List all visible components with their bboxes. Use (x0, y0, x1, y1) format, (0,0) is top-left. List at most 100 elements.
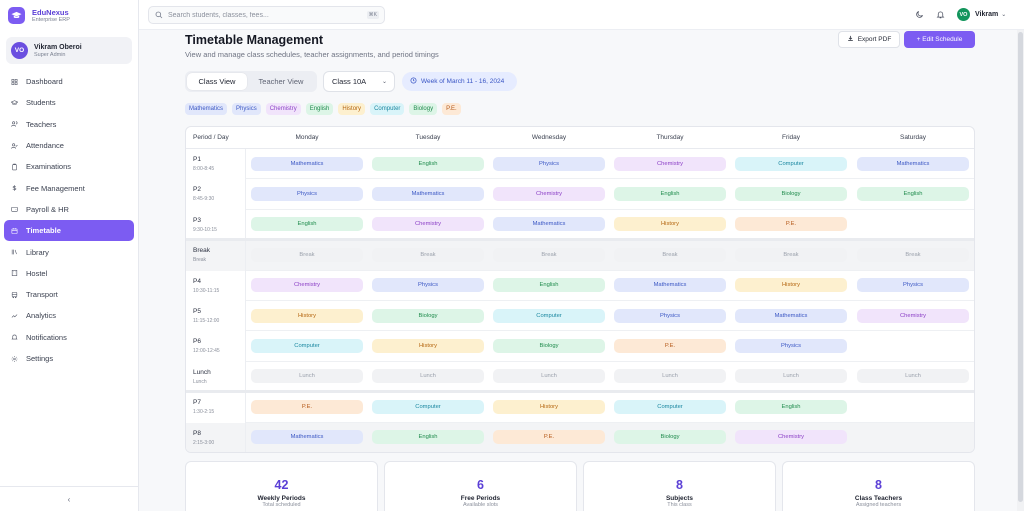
period-time: 1:30-2:15 (193, 409, 215, 416)
period-name: P4 (193, 277, 201, 285)
period-name: P3 (193, 216, 201, 224)
schedule-cell-biology[interactable]: Biology (372, 308, 484, 323)
moon-icon[interactable] (915, 10, 924, 19)
sidebar-item-library[interactable]: Library (4, 241, 134, 262)
tab-teacher-view[interactable]: Teacher View (258, 77, 304, 86)
sidebar-item-label: Settings (26, 354, 54, 363)
schedule-cell-english[interactable]: English (493, 278, 605, 293)
schedule-cell-chemistry[interactable]: Chemistry (735, 430, 847, 445)
schedule-cell-mathematics[interactable]: Mathematics (493, 217, 605, 232)
sidebar-item-timetable[interactable]: Timetable (4, 220, 134, 242)
stat-value: 42 (274, 478, 289, 492)
schedule-cell-computer[interactable]: Computer (735, 156, 847, 171)
search-input[interactable] (168, 11, 358, 19)
schedule-cell-computer[interactable]: Computer (493, 308, 605, 323)
schedule-cell-biology[interactable]: Biology (735, 186, 847, 201)
schedule-cell-history[interactable]: History (735, 278, 847, 293)
schedule-cell-english[interactable]: English (251, 217, 363, 232)
schedule-cell-biology[interactable]: Biology (614, 430, 726, 445)
period-time: 10:30-11:15 (193, 287, 220, 294)
schedule-cell-english[interactable]: English (372, 156, 484, 171)
view-toggle: Class View Teacher View (185, 71, 317, 92)
export-pdf-button[interactable]: Export PDF (838, 31, 900, 48)
stat-value: 8 (676, 478, 683, 492)
stat-subtext: This class (667, 502, 692, 508)
sidebar-item-fee-management[interactable]: Fee Management (4, 177, 134, 198)
sidebar-item-students[interactable]: Students (4, 92, 134, 113)
day-header-thursday: Thursday (656, 134, 684, 141)
schedule-cell-biology[interactable]: Biology (493, 338, 605, 353)
search-icon (155, 6, 163, 24)
schedule-cell-mathematics[interactable]: Mathematics (614, 278, 726, 293)
stat-subtext: Total scheduled (262, 502, 301, 508)
schedule-cell-english[interactable]: English (614, 186, 726, 201)
schedule-cell-history[interactable]: History (372, 338, 484, 353)
schedule-cell-history[interactable]: History (493, 399, 605, 414)
schedule-cell-computer[interactable]: Computer (251, 338, 363, 353)
scrollbar-thumb[interactable] (1018, 32, 1023, 502)
schedule-cell-mathematics[interactable]: Mathematics (857, 156, 969, 171)
schedule-cell-p-e[interactable]: P.E. (493, 430, 605, 445)
sidebar-item-attendance[interactable]: Attendance (4, 135, 134, 156)
sidebar-item-label: Attendance (26, 141, 64, 151)
schedule-cell-mathematics[interactable]: Mathematics (251, 156, 363, 171)
schedule-cell-physics[interactable]: Physics (614, 308, 726, 323)
schedule-cell-physics[interactable]: Physics (372, 278, 484, 293)
sidebar-item-payroll-hr[interactable]: Payroll & HR (4, 199, 134, 220)
brand-name: EduNexus (32, 7, 69, 17)
schedule-cell-chemistry[interactable]: Chemistry (372, 217, 484, 232)
schedule-cell-english[interactable]: English (857, 186, 969, 201)
sidebar-item-settings[interactable]: Settings (4, 348, 134, 369)
sidebar-item-analytics[interactable]: Analytics (4, 305, 134, 326)
period-cell: Break Break (186, 240, 246, 271)
user-card[interactable]: VO Vikram Oberoi Super Admin (6, 37, 132, 64)
sidebar-item-label: Dashboard (26, 77, 63, 87)
chart-icon (11, 312, 18, 319)
schedule-cell-chemistry[interactable]: Chemistry (493, 186, 605, 201)
schedule-cell-break: Break (372, 247, 484, 262)
collapse-sidebar-button[interactable]: ‹ (0, 486, 138, 511)
schedule-cell-mathematics[interactable]: Mathematics (735, 308, 847, 323)
schedule-cell-chemistry[interactable]: Chemistry (614, 156, 726, 171)
sidebar-item-hostel[interactable]: Hostel (4, 263, 134, 284)
sidebar-item-dashboard[interactable]: Dashboard (4, 71, 134, 92)
tab-class-view[interactable]: Class View (187, 73, 247, 90)
schedule-cell-mathematics[interactable]: Mathematics (251, 430, 363, 445)
schedule-cell-english[interactable]: English (735, 399, 847, 414)
schedule-cell-english[interactable]: English (372, 430, 484, 445)
brand[interactable]: EduNexus Enterprise ERP (8, 7, 70, 24)
schedule-cell-physics[interactable]: Physics (857, 278, 969, 293)
schedule-cell-physics[interactable]: Physics (493, 156, 605, 171)
sidebar-item-teachers[interactable]: Teachers (4, 114, 134, 135)
schedule-cell-computer[interactable]: Computer (614, 399, 726, 414)
schedule-cell-computer[interactable]: Computer (372, 399, 484, 414)
bell-icon[interactable] (936, 10, 945, 19)
schedule-cell-history[interactable]: History (614, 217, 726, 232)
search-box[interactable]: ⌘K (148, 6, 385, 24)
scrollbar[interactable] (1017, 30, 1024, 511)
table-row: P6 12:00-12:45 Computer History Biology P.E. P… (186, 331, 974, 362)
user-role: Super Admin (34, 51, 66, 58)
schedule-cell-chemistry[interactable]: Chemistry (251, 278, 363, 293)
search-shortcut: ⌘K (366, 11, 379, 19)
sidebar-item-label: Library (26, 247, 49, 257)
schedule-cell-history[interactable]: History (251, 308, 363, 323)
sidebar-item-notifications[interactable]: Notifications (4, 327, 134, 348)
schedule-cell-physics[interactable]: Physics (251, 186, 363, 201)
top-user-menu[interactable]: VO Vikram ⌄ (957, 8, 1006, 21)
schedule-cell-mathematics[interactable]: Mathematics (372, 186, 484, 201)
sidebar-item-examinations[interactable]: Examinations (4, 156, 134, 177)
sidebar-item-transport[interactable]: Transport (4, 284, 134, 305)
schedule-cell-p-e[interactable]: P.E. (735, 217, 847, 232)
schedule-cell-p-e[interactable]: P.E. (251, 399, 363, 414)
schedule-cell-physics[interactable]: Physics (735, 338, 847, 353)
stat-value: 8 (875, 478, 882, 492)
schedule-cell-chemistry[interactable]: Chemistry (857, 308, 969, 323)
legend-chip-computer: Computer (370, 103, 405, 115)
top-user-name: Vikram (975, 11, 999, 18)
week-selector[interactable]: Week of March 11 - 16, 2024 (402, 72, 517, 91)
edit-schedule-button[interactable]: + Edit Schedule (904, 31, 975, 48)
row-divider (186, 238, 974, 242)
class-select[interactable]: Class 10A ⌄ (323, 71, 395, 92)
schedule-cell-p-e[interactable]: P.E. (614, 338, 726, 353)
